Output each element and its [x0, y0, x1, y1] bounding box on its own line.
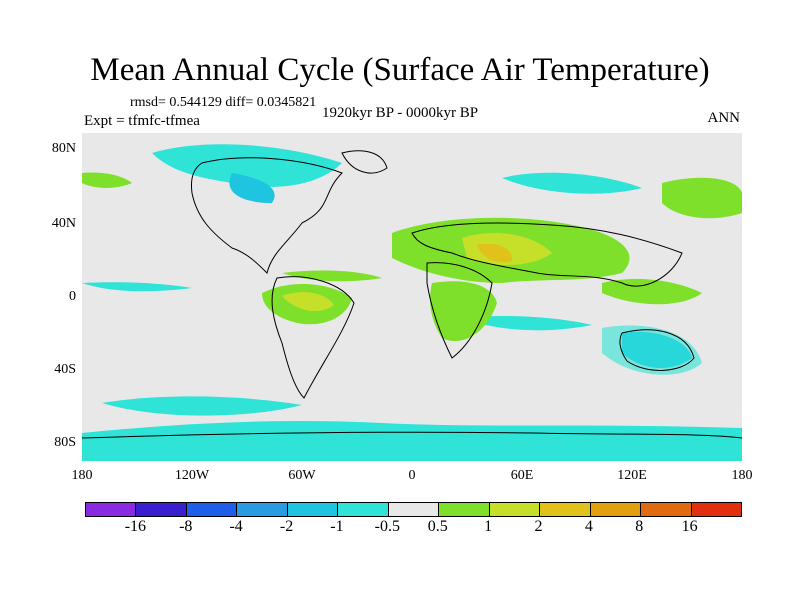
plot-title: Mean Annual Cycle (Surface Air Temperatu…	[90, 52, 710, 88]
colorbar-label: -0.5	[374, 518, 400, 535]
colorbar-label: 4	[584, 518, 593, 535]
colorbar-swatch	[540, 503, 591, 516]
experiment-text: Expt = tfmfc-tfmea	[84, 113, 200, 129]
colorbar-swatch	[86, 503, 137, 516]
colorbar-label: -8	[179, 518, 193, 535]
lon-label: 180	[71, 468, 93, 483]
lon-label: 60W	[288, 468, 316, 483]
lat-label: 80S	[54, 435, 76, 450]
colorbar-label: 2	[534, 518, 543, 535]
colorbar-label: -16	[124, 518, 147, 535]
lon-label: 120E	[617, 468, 647, 483]
colorbar-label: 0.5	[427, 518, 448, 535]
period-text: 1920kyr BP - 0000kyr BP	[321, 105, 479, 121]
colorbar-swatch	[186, 503, 238, 516]
colorbar-swatch	[489, 503, 541, 516]
lat-label: 80N	[51, 141, 76, 156]
colorbar-swatch	[590, 503, 642, 516]
lon-label: 60E	[510, 468, 534, 483]
lat-label: 0	[69, 289, 76, 304]
temperature-map	[82, 133, 742, 461]
season-text: ANN	[707, 110, 741, 126]
colorbar-swatch	[136, 503, 187, 516]
lon-label: 120W	[174, 468, 210, 483]
colorbar-label: 8	[635, 518, 644, 535]
lat-label: 40S	[54, 362, 76, 377]
colorbar-swatch	[439, 503, 490, 516]
colorbar-swatch	[338, 503, 389, 516]
colorbar-label: 16	[681, 518, 698, 535]
colorbar-label: 1	[484, 518, 493, 535]
colorbar-swatch	[237, 503, 288, 516]
colorbar-label: -4	[229, 518, 243, 535]
colorbar-swatch	[287, 503, 339, 516]
colorbar-swatch	[691, 503, 742, 516]
colorbar	[85, 502, 742, 517]
lon-label: 0	[408, 468, 416, 483]
lon-label: 180	[731, 468, 753, 483]
colorbar-swatch	[388, 503, 440, 516]
colorbar-swatch	[641, 503, 692, 516]
stats-text: rmsd= 0.544129 diff= 0.0345821	[130, 95, 317, 110]
colorbar-label: -1	[330, 518, 344, 535]
colorbar-label: -2	[279, 518, 294, 535]
lat-label: 40N	[51, 216, 76, 231]
